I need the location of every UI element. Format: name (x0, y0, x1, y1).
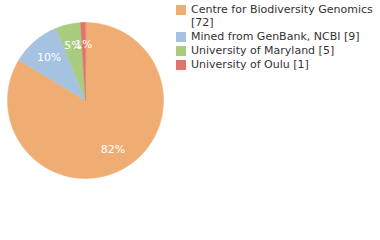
html-text:University of Maryland [5]: University of Maryland [5] (191, 44, 335, 57)
svg-text:82%: 82% (101, 143, 125, 156)
svg-text:5%: 5% (64, 39, 82, 53)
svg-text:1%: 1% (75, 38, 92, 51)
html-text:Centre for Biodiversity Genomi: Centre for Biodiversity Genomics [72] (191, 3, 373, 29)
html-text:University of Oulu [1]: University of Oulu [1] (191, 58, 309, 71)
html-text:Mined from GenBank, NCBI [9]: Mined from GenBank, NCBI [9] (191, 30, 360, 43)
svg-text:10%: 10% (37, 51, 61, 64)
